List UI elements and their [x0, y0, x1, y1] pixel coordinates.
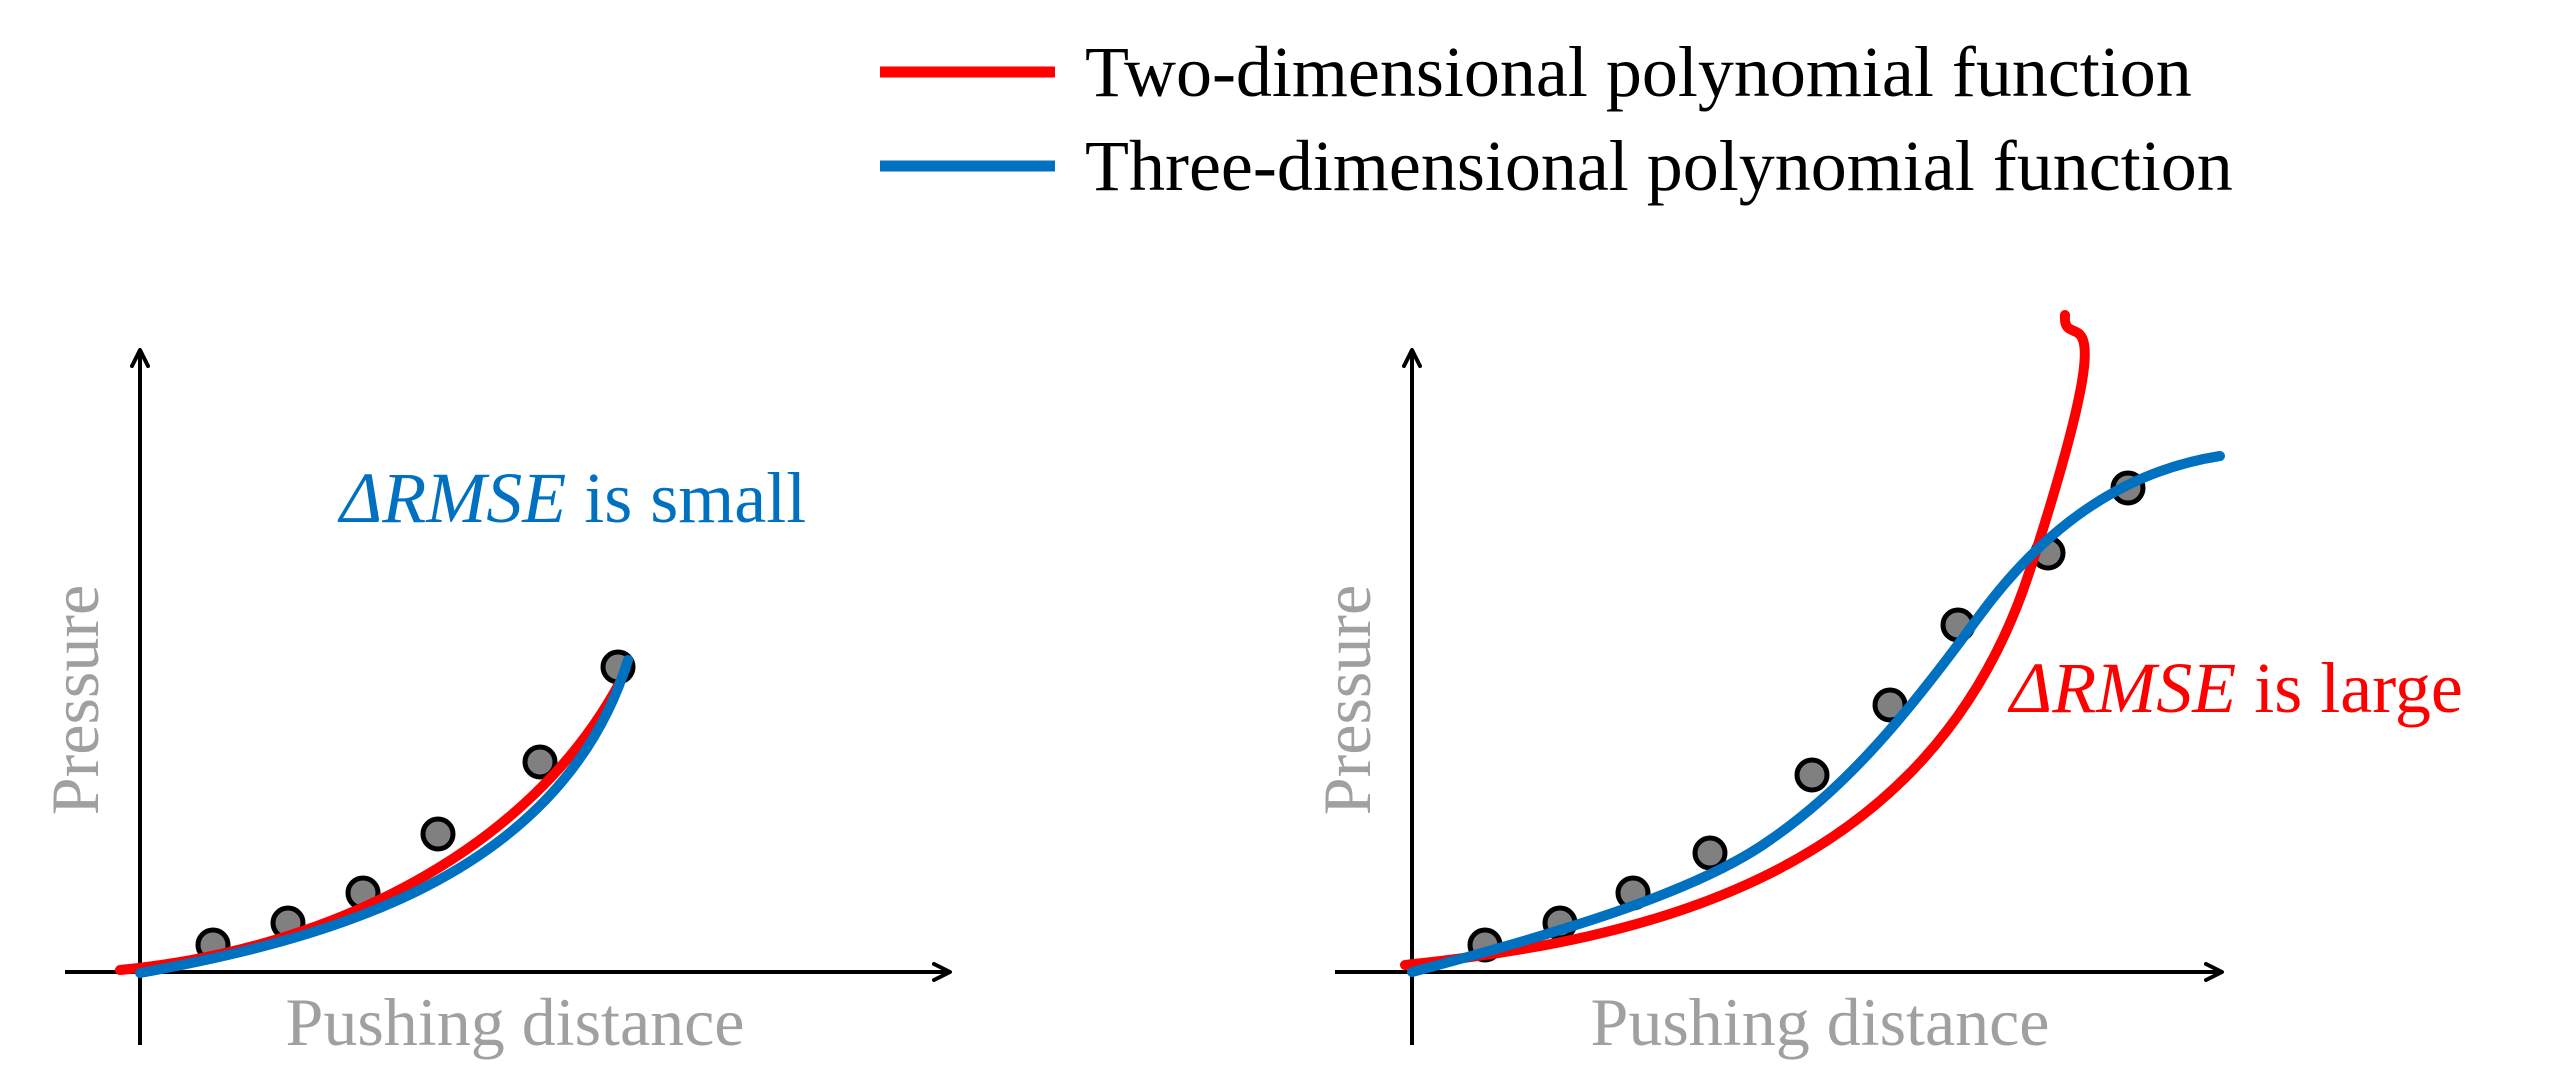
y-axis-label: Pressure — [1309, 585, 1385, 815]
x-axis-label: Pushing distance — [1591, 984, 2050, 1060]
data-points — [195, 649, 636, 963]
annotation-small: ΔRMSE is small — [337, 458, 806, 538]
data-point — [1794, 757, 1830, 793]
data-point — [522, 744, 558, 780]
legend-label-cubic: Three-dimensional polynomial function — [1085, 126, 2233, 206]
annotation-symbol: ΔRMSE — [337, 458, 566, 538]
annotation-text: is large — [2236, 648, 2463, 728]
annotation-text: is small — [566, 458, 806, 538]
panel-right: Pressure Pushing distance ΔRMSE is large — [1309, 310, 2463, 1060]
cubic-fit-curve — [1407, 451, 2225, 977]
x-axis-label: Pushing distance — [286, 984, 745, 1060]
y-axis-label: Pressure — [37, 585, 113, 815]
annotation-symbol: ΔRMSE — [2007, 648, 2236, 728]
quadratic-fit-curve — [115, 677, 625, 975]
annotation-large: ΔRMSE is large — [2007, 648, 2463, 728]
quadratic-fit-curve — [1400, 310, 2090, 970]
panel-left: Pressure Pushing distance ΔRMSE is small — [37, 348, 952, 1060]
data-point — [420, 816, 456, 852]
legend-label-quadratic: Two-dimensional polynomial function — [1085, 32, 2192, 112]
cubic-fit-curve — [135, 655, 633, 978]
data-point — [1692, 835, 1728, 871]
legend: Two-dimensional polynomial function Thre… — [880, 32, 2233, 206]
